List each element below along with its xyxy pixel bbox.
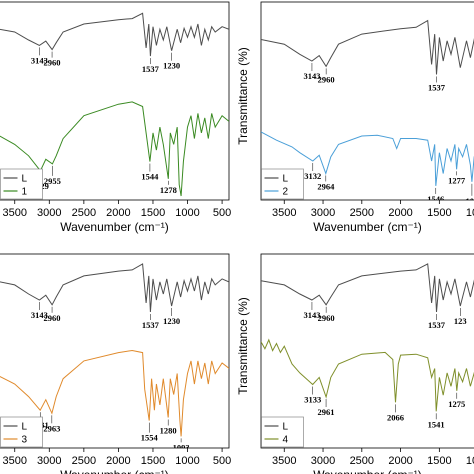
y-axis-title: Transmittance (%) xyxy=(236,297,250,395)
series-line-2 xyxy=(261,131,474,186)
plot-frame xyxy=(260,253,474,449)
legend-entry: L xyxy=(22,174,28,185)
x-tick-label: 1000 xyxy=(175,207,199,219)
x-axis-title: Wavenumber (cm⁻¹) xyxy=(313,468,422,474)
peak-label: 1554 xyxy=(141,433,159,443)
peak-label: 2960 xyxy=(44,58,61,68)
legend: L1 xyxy=(0,168,43,200)
chart-panel-1: 3143296015371230312929551544127835003000… xyxy=(0,1,231,234)
peak-label: 2960 xyxy=(318,74,335,84)
legend-entry: L xyxy=(283,174,289,185)
x-tick-label: 1000 xyxy=(466,455,474,467)
legend-entry: 1 xyxy=(22,187,28,198)
plot-frame xyxy=(0,253,230,449)
series-line-L xyxy=(261,263,474,313)
x-tick-label: 3500 xyxy=(2,455,26,467)
peak-label: 1544 xyxy=(141,172,159,182)
x-tick-label: 3000 xyxy=(37,207,61,219)
series-line-L xyxy=(0,12,229,57)
x-tick-label: 2000 xyxy=(106,207,130,219)
peak-label: 1230 xyxy=(163,61,180,71)
peak-label: 1278 xyxy=(160,185,177,195)
legend: L4 xyxy=(261,416,304,448)
peak-label: 1093 xyxy=(173,442,190,452)
legend-entry: 4 xyxy=(283,435,289,446)
legend-entry: L xyxy=(22,422,28,433)
x-axis-title: Wavenumber (cm⁻¹) xyxy=(60,468,169,474)
peak-label: 108 xyxy=(466,196,474,206)
x-tick-label: 2500 xyxy=(350,207,374,219)
peak-label: 1541 xyxy=(428,419,445,429)
peak-label: 3143 xyxy=(303,310,320,320)
peak-label: 2960 xyxy=(318,313,335,323)
legend-entry: 3 xyxy=(22,435,28,446)
x-tick-label: 3500 xyxy=(272,207,296,219)
x-axis-title: Wavenumber (cm⁻¹) xyxy=(313,220,422,234)
series-line-4 xyxy=(261,338,474,412)
x-tick-label: 2000 xyxy=(388,207,412,219)
peak-label: 3143 xyxy=(31,55,48,65)
x-tick-label: 1500 xyxy=(141,207,165,219)
x-tick-label: 500 xyxy=(213,207,231,219)
x-tick-label: 2500 xyxy=(72,207,96,219)
legend-entry: 2 xyxy=(283,187,289,198)
x-tick-label: 2500 xyxy=(72,455,96,467)
peak-label: 2963 xyxy=(43,423,60,433)
x-tick-label: 2000 xyxy=(106,455,130,467)
peak-label: 1537 xyxy=(142,64,160,74)
peak-label: 1537 xyxy=(428,82,446,92)
peak-label: 2964 xyxy=(317,181,335,191)
legend: L3 xyxy=(0,416,43,448)
legend: L2 xyxy=(261,168,304,200)
x-tick-label: 3500 xyxy=(2,207,26,219)
series-line-3 xyxy=(0,349,229,437)
x-tick-label: 3000 xyxy=(311,207,335,219)
x-tick-label: 1500 xyxy=(427,207,451,219)
peak-label: 123 xyxy=(454,316,467,326)
peak-label: 2961 xyxy=(318,407,335,417)
peak-label: 2955 xyxy=(44,176,61,186)
x-tick-label: 1500 xyxy=(141,455,165,467)
series-line-L xyxy=(261,19,474,75)
x-tick-label: 1500 xyxy=(427,455,451,467)
chart-panel-3: 3143296015371230313129631554128010933500… xyxy=(0,253,231,474)
x-tick-label: 3000 xyxy=(311,455,335,467)
x-tick-label: 3500 xyxy=(272,455,296,467)
legend-entry: L xyxy=(283,422,289,433)
peak-label: 1230 xyxy=(163,316,180,326)
plot-frame xyxy=(0,1,230,201)
peak-label: 3143 xyxy=(303,71,320,81)
x-axis-title: Wavenumber (cm⁻¹) xyxy=(60,220,169,234)
x-tick-label: 2000 xyxy=(388,455,412,467)
peak-label: 3143 xyxy=(31,310,48,320)
x-tick-label: 1000 xyxy=(175,455,199,467)
y-axis-title: Transmittance (%) xyxy=(236,47,250,145)
series-line-1 xyxy=(0,101,229,197)
peak-label: 1537 xyxy=(142,320,160,330)
peak-label: 2960 xyxy=(44,313,61,323)
peak-label: 3133 xyxy=(304,395,321,405)
series-line-L xyxy=(0,263,229,313)
peak-label: 1280 xyxy=(160,426,177,436)
plot-frame xyxy=(260,1,474,201)
x-tick-label: 3000 xyxy=(37,455,61,467)
x-tick-label: 1000 xyxy=(466,207,474,219)
peak-label: 1546 xyxy=(427,194,444,204)
peak-label: 1537 xyxy=(428,320,446,330)
peak-label: 3132 xyxy=(304,171,321,181)
peak-label: 1275 xyxy=(448,399,465,409)
x-tick-label: 500 xyxy=(213,455,231,467)
peak-label: 2066 xyxy=(387,412,404,422)
x-tick-label: 2500 xyxy=(350,455,374,467)
peak-label: 1277 xyxy=(448,175,466,185)
